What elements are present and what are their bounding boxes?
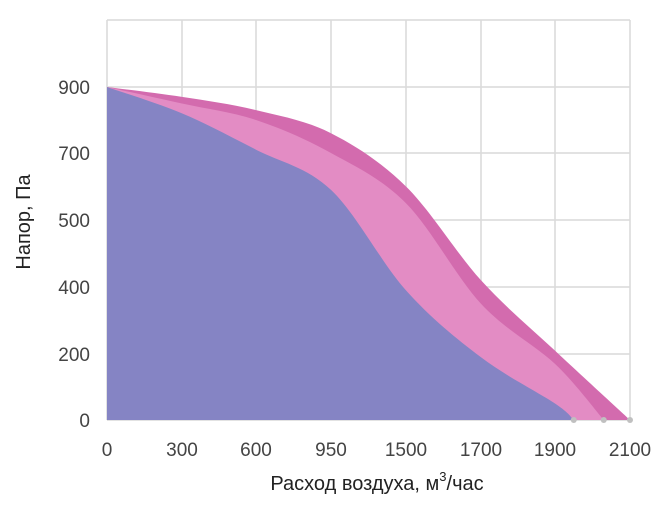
area-layer xyxy=(107,87,630,420)
y-axis-title: Напор, Па xyxy=(13,174,35,270)
y-tick-label: 900 xyxy=(58,78,90,99)
x-tick-label: 1700 xyxy=(460,440,502,461)
y-tick-label: 0 xyxy=(79,411,90,432)
series-endpoint-marker-middle xyxy=(600,417,607,423)
series-endpoint-marker-inner xyxy=(570,417,577,423)
x-axis-title-main: Расход воздуха, м xyxy=(270,473,439,495)
x-axis-title: Расход воздуха, м3/час xyxy=(270,469,483,495)
x-tick-label: 0 xyxy=(102,440,113,461)
y-tick-label: 700 xyxy=(58,144,90,165)
x-tick-label: 300 xyxy=(166,440,198,461)
x-tick-label: 1900 xyxy=(534,440,576,461)
y-tick-label: 500 xyxy=(58,211,90,232)
y-tick-label: 400 xyxy=(58,278,90,299)
x-tick-label: 600 xyxy=(240,440,272,461)
series-endpoint-marker-outer xyxy=(627,417,633,423)
x-tick-labels: 0 300 600 950 1500 1700 1900 2100 xyxy=(102,440,651,461)
x-tick-label: 2100 xyxy=(609,440,651,461)
x-axis-title-superscript: 3 xyxy=(439,469,446,484)
y-tick-label: 200 xyxy=(58,345,90,366)
x-axis-title-suffix: /час xyxy=(447,473,484,495)
x-tick-label: 950 xyxy=(315,440,347,461)
x-tick-label: 1500 xyxy=(385,440,427,461)
y-tick-labels: 0 200 400 500 700 900 xyxy=(58,78,90,432)
area-series-inner xyxy=(107,87,574,420)
marker-layer xyxy=(570,417,633,423)
